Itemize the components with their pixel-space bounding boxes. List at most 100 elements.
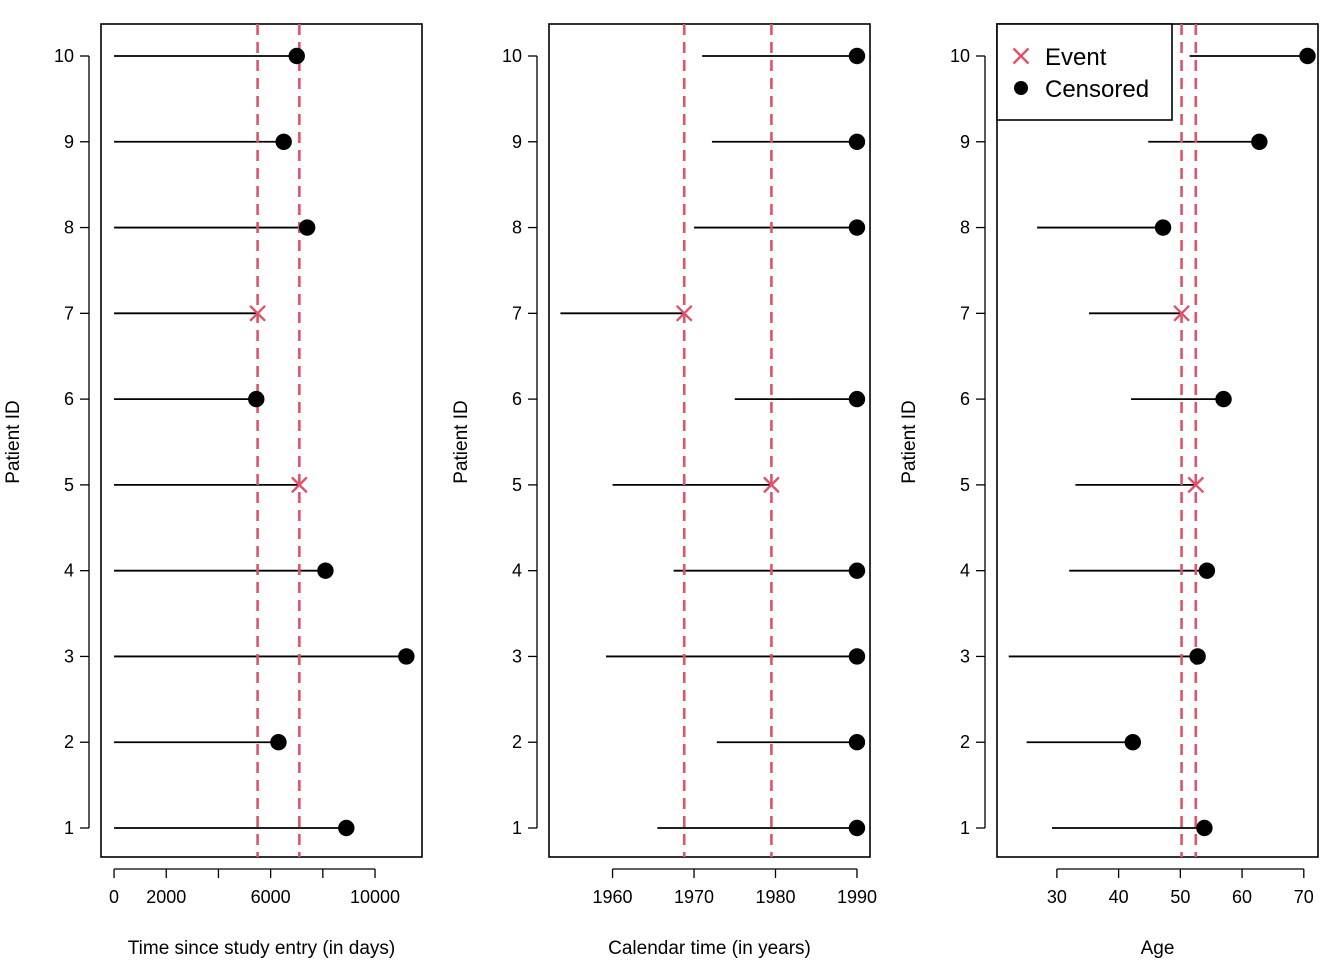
- censored-marker-patient-2: [1124, 734, 1142, 751]
- y-tick-label: 9: [960, 132, 970, 152]
- censored-marker-patient-3: [398, 648, 415, 665]
- x-tick-label: 10000: [350, 887, 400, 907]
- censored-marker-patient-9: [848, 133, 866, 150]
- legend: Event Censored: [996, 23, 1173, 121]
- y-tick-label: 4: [64, 561, 74, 581]
- y-axis-title: Patient ID: [899, 400, 920, 483]
- plot-frame: [100, 23, 423, 858]
- x-tick-label: 6000: [251, 887, 291, 907]
- censored-marker-patient-8: [1154, 219, 1172, 236]
- panel-3: 30 40 50 60 70 Age 1 2 3 4 5 6 7 8 9 10 Patient ID Event C…: [899, 23, 1319, 959]
- censored-marker-patient-4: [848, 562, 866, 579]
- y-tick-label: 4: [512, 561, 522, 581]
- event-time-lines: [682, 24, 773, 857]
- censored-marker-patient-3: [848, 648, 866, 665]
- follow-up-lines: [114, 55, 407, 829]
- end-markers: [1124, 47, 1316, 837]
- plot-frame: [548, 23, 871, 858]
- x-tick-label: 50: [1170, 887, 1190, 907]
- censored-marker-patient-6: [848, 390, 866, 408]
- y-tick-label: 9: [512, 132, 522, 152]
- y-tick-label: 6: [960, 389, 970, 409]
- y-tick-label: 6: [64, 389, 74, 409]
- y-tick-label: 2: [960, 732, 970, 752]
- y-tick-label: 3: [512, 646, 522, 666]
- x-tick-label: 1970: [674, 887, 714, 907]
- panel-1: 0 2000 6000 10000 Time since study entry (in…: [3, 23, 423, 959]
- y-tick-label: 8: [64, 218, 74, 238]
- y-tick-label: 2: [512, 732, 522, 752]
- y-axis: 1 2 3 4 5 6 7 8 9 10: [950, 46, 986, 838]
- y-axis: 1 2 3 4 5 6 7 8 9 10: [502, 46, 538, 838]
- y-tick-label: 7: [64, 303, 74, 323]
- cross-stroke: [1012, 47, 1030, 65]
- y-tick-label: 9: [64, 132, 74, 152]
- censored-marker-patient-6: [248, 390, 265, 408]
- event-time-lines: [256, 24, 301, 857]
- y-tick-label: 8: [960, 218, 970, 238]
- event-marker-patient-7: [675, 304, 693, 322]
- cross-stroke: [763, 476, 780, 494]
- cross-stroke: [1173, 304, 1190, 322]
- end-markers: [248, 47, 415, 837]
- y-tick-label: 5: [960, 475, 970, 495]
- y-tick-label: 4: [960, 561, 970, 581]
- y-tick-label: 1: [960, 818, 970, 838]
- cross-stroke: [290, 476, 308, 494]
- censored-marker-patient-10: [288, 47, 305, 65]
- x-axis-title: Age: [1141, 938, 1175, 959]
- x-axis-title: Time since study entry (in days): [128, 938, 396, 959]
- x-tick-label: 40: [1109, 887, 1129, 907]
- y-tick-label: 3: [64, 646, 74, 666]
- y-tick-label: 2: [64, 732, 74, 752]
- plot-frame: [996, 23, 1319, 858]
- legend-label-event: Event: [1045, 44, 1107, 71]
- cross-stroke: [249, 304, 266, 322]
- censored-marker-patient-6: [1215, 390, 1232, 408]
- censored-marker-patient-1: [1196, 819, 1213, 837]
- censored-marker-patient-9: [275, 133, 292, 150]
- y-tick-label: 1: [512, 818, 522, 838]
- censored-marker-patient-10: [1299, 47, 1316, 65]
- x-tick-label: 1990: [837, 887, 877, 907]
- x-tick-label: 30: [1047, 887, 1067, 907]
- censored-marker-patient-1: [338, 819, 355, 837]
- censored-marker-patient-8: [848, 219, 866, 236]
- y-tick-label: 10: [950, 46, 970, 66]
- event-time-lines: [1180, 24, 1198, 857]
- event-marker-patient-7: [1173, 304, 1190, 322]
- censored-marker-patient-4: [317, 562, 334, 579]
- censored-marker-patient-1: [848, 819, 866, 837]
- x-axis-title: Calendar time (in years): [608, 938, 811, 959]
- y-tick-label: 8: [512, 218, 522, 238]
- y-axis: 1 2 3 4 5 6 7 8 9 10: [54, 46, 90, 838]
- censored-marker-patient-3: [1189, 648, 1206, 665]
- x-tick-label: 1980: [755, 887, 795, 907]
- x-axis: 0 2000 6000 10000: [109, 868, 400, 907]
- x-axis: 1960 1970 1980 1990: [593, 868, 877, 907]
- censored-marker-patient-2: [270, 734, 287, 751]
- y-tick-label: 5: [512, 475, 522, 495]
- event-marker-patient-5: [763, 476, 780, 494]
- cross-stroke: [1187, 476, 1205, 494]
- y-tick-label: 7: [960, 303, 970, 323]
- y-tick-label: 3: [960, 646, 970, 666]
- event-marker-patient-5: [1187, 476, 1205, 494]
- legend-event-marker: [1012, 47, 1030, 65]
- x-tick-label: 60: [1232, 887, 1252, 907]
- event-marker-patient-5: [290, 476, 308, 494]
- follow-up-lines: [1008, 55, 1308, 829]
- x-tick-label: 0: [109, 887, 119, 907]
- x-axis: 30 40 50 60 70: [1047, 868, 1314, 907]
- follow-up-lines: [560, 55, 857, 829]
- y-tick-label: 6: [512, 389, 522, 409]
- y-tick-label: 1: [64, 818, 74, 838]
- end-markers: [675, 47, 866, 837]
- censored-marker-patient-9: [1251, 133, 1268, 150]
- legend-censored-marker: [1014, 81, 1028, 95]
- legend-label-censored: Censored: [1045, 76, 1149, 103]
- y-tick-label: 5: [64, 475, 74, 495]
- y-tick-label: 10: [502, 46, 522, 66]
- panel-2: 1960 1970 1980 1990 Calendar time (in years)…: [451, 23, 877, 959]
